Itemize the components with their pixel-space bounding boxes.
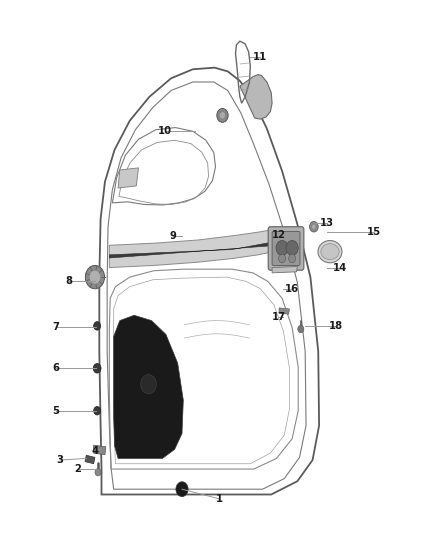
Polygon shape: [110, 228, 294, 268]
Polygon shape: [118, 168, 138, 188]
Polygon shape: [240, 75, 272, 119]
Text: 17: 17: [272, 312, 286, 322]
Circle shape: [176, 482, 188, 497]
Circle shape: [217, 109, 228, 122]
Polygon shape: [94, 445, 106, 455]
Polygon shape: [110, 237, 292, 258]
Circle shape: [286, 240, 298, 255]
Polygon shape: [85, 455, 95, 464]
Text: 3: 3: [57, 455, 64, 465]
Text: 18: 18: [328, 321, 343, 331]
Circle shape: [312, 224, 316, 229]
Circle shape: [93, 364, 101, 373]
Polygon shape: [272, 266, 297, 273]
Text: 4: 4: [92, 446, 99, 456]
Text: 14: 14: [333, 263, 347, 272]
Text: 8: 8: [65, 276, 72, 286]
Text: 13: 13: [320, 218, 334, 228]
Text: 11: 11: [253, 52, 268, 62]
Text: 10: 10: [158, 126, 172, 136]
Circle shape: [89, 270, 101, 284]
Polygon shape: [279, 308, 290, 314]
Circle shape: [85, 265, 105, 289]
Circle shape: [310, 221, 318, 232]
FancyBboxPatch shape: [272, 231, 300, 265]
Circle shape: [95, 469, 101, 476]
Circle shape: [94, 407, 101, 415]
Text: 9: 9: [170, 231, 177, 241]
Circle shape: [141, 375, 156, 394]
Text: 6: 6: [52, 364, 59, 373]
Text: 2: 2: [74, 464, 81, 474]
Ellipse shape: [321, 244, 339, 260]
FancyBboxPatch shape: [268, 227, 304, 270]
Circle shape: [279, 254, 286, 263]
Text: 5: 5: [52, 406, 59, 416]
Ellipse shape: [318, 240, 342, 263]
Circle shape: [219, 112, 226, 119]
Text: 15: 15: [367, 227, 381, 237]
Circle shape: [289, 254, 296, 263]
Circle shape: [298, 325, 304, 333]
Text: 16: 16: [285, 284, 299, 294]
Text: 12: 12: [272, 230, 286, 240]
Circle shape: [276, 240, 288, 255]
Circle shape: [94, 321, 101, 330]
Polygon shape: [114, 316, 184, 458]
Text: 7: 7: [53, 322, 59, 333]
Text: 1: 1: [215, 494, 223, 504]
